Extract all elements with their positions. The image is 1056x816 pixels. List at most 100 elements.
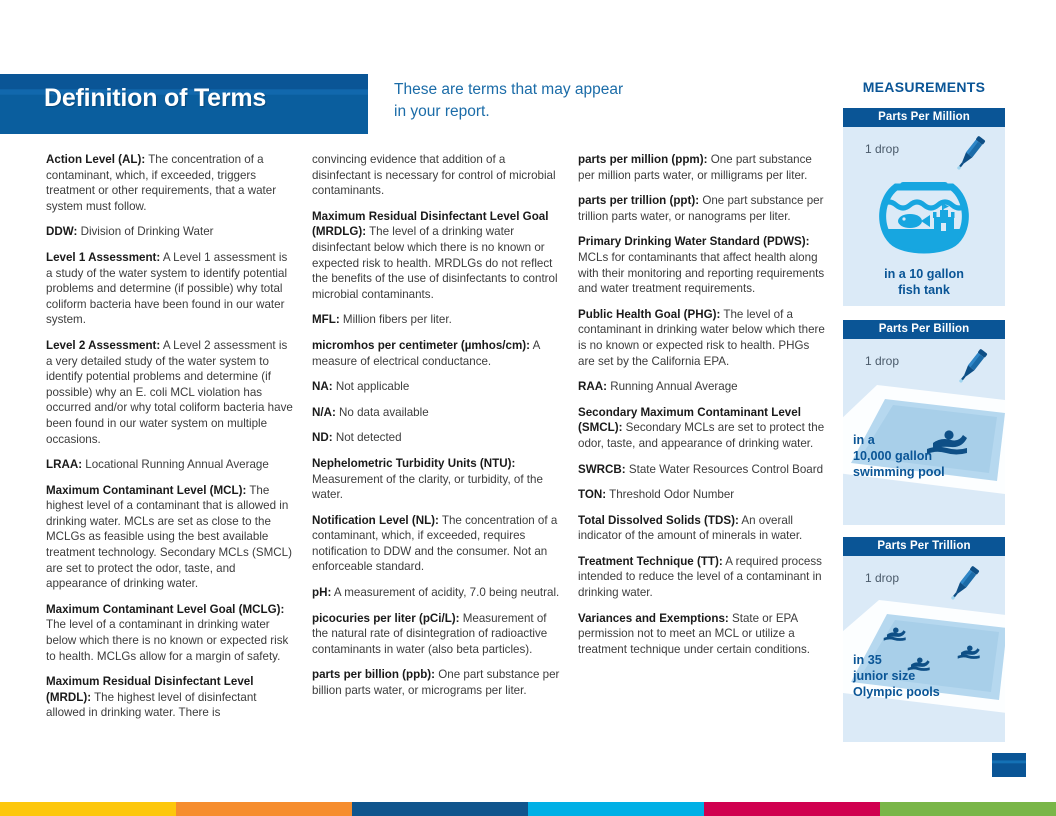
panel-parts-per-million: Parts Per Million 1 drop [843, 108, 1005, 306]
glossary-definition: The level of a contaminant in drinking w… [46, 618, 289, 663]
glossary-definition: MCLs for contaminants that affect health… [578, 250, 825, 296]
glossary-definition: The concentration of a contaminant, whic… [312, 513, 558, 574]
panel-parts-per-trillion: Parts Per Trillion 1 drop [843, 537, 1005, 742]
glossary-definition: The level of a drinking water disinfecta… [312, 225, 558, 301]
glossary-term: pH: [312, 586, 332, 600]
glossary-definition: A Level 1 assessment is a study of the w… [46, 250, 288, 327]
caption-line: in a 10 gallon [884, 267, 964, 281]
glossary-term: parts per million (ppm): [578, 153, 708, 166]
glossary-definition: A Level 2 assessment is a very detailed … [46, 338, 293, 446]
glossary-definition: The concentration of a contaminant, whic… [46, 153, 277, 213]
glossary-term: parts per trillion (ppt): [578, 194, 700, 208]
eyedropper-icon [945, 562, 983, 609]
glossary-term: Maximum Contaminant Level Goal (MCLG): [46, 602, 285, 616]
glossary-term: Maximum Residual Disinfectant Level Goal… [312, 209, 549, 239]
panel-header-parts-per-million: Parts Per Million [843, 108, 1005, 127]
glossary-definition: One part substance per million parts wat… [578, 153, 812, 182]
caption-line: fish tank [898, 283, 950, 297]
glossary-term: MFL: [312, 313, 340, 327]
glossary-entry: NA: Not applicable [312, 379, 560, 395]
glossary-entry: N/A: No data available [312, 405, 560, 421]
color-bar-segment-6 [880, 802, 1056, 816]
glossary-term: Total Dissolved Solids (TDS): [578, 513, 739, 527]
glossary-term: DDW: [46, 225, 78, 239]
glossary-entry: DDW: Division of Drinking Water [46, 224, 294, 240]
glossary-definition: Threshold Odor Number [606, 488, 735, 502]
fish-tank-icon [874, 171, 974, 262]
glossary-term: parts per billion (ppb): [312, 668, 436, 682]
color-bar-segment-3 [352, 802, 528, 816]
glossary-term: Variances and Exemptions: [578, 611, 729, 625]
glossary-term: NA: [312, 380, 333, 394]
panel-header-parts-per-billion: Parts Per Billion [843, 320, 1005, 339]
glossary-column-1: Action Level (AL): The concentration of … [46, 152, 294, 721]
glossary-entry: parts per billion (ppb): One part substa… [312, 667, 560, 698]
glossary-column-2: convincing evidence that addition of a d… [312, 152, 560, 699]
glossary-entry: Public Health Goal (PHG): The level of a… [578, 307, 826, 369]
glossary-term: picocuries per liter (pCi/L): [312, 611, 460, 625]
eyedropper-icon [953, 345, 991, 392]
glossary-entry: Action Level (AL): The concentration of … [46, 152, 294, 214]
glossary-term: ND: [312, 431, 333, 445]
glossary-definition: One part substance per billion parts wat… [312, 668, 560, 698]
caption-line: 10,000 gallon [853, 449, 933, 463]
glossary-term: RAA: [578, 380, 607, 394]
glossary-definition: Locational Running Annual Average [82, 458, 269, 472]
glossary-definition: An overall indicator of the amount of mi… [578, 513, 803, 543]
glossary-definition: A measurement of acidity, 7.0 being neut… [331, 586, 560, 600]
glossary-definition: Secondary MCLs are set to protect the od… [578, 421, 825, 450]
glossary-entry: Maximum Contaminant Level Goal (MCLG): T… [46, 602, 294, 664]
glossary-entry: pH: A measurement of acidity, 7.0 being … [312, 585, 560, 601]
caption-parts-per-million: in a 10 gallon fish tank [843, 266, 1005, 298]
glossary-entry: SWRCB: State Water Resources Control Boa… [578, 462, 826, 478]
glossary-entry: Level 2 Assessment: A Level 2 assessment… [46, 338, 294, 447]
glossary-continued-text: convincing evidence that addition of a d… [312, 153, 556, 198]
glossary-definition: Measurement of the natural rate of disin… [312, 611, 548, 656]
measurements-heading: MEASUREMENTS [862, 79, 986, 95]
glossary-entry: parts per million (ppm): One part substa… [578, 152, 826, 183]
page-number-badge [992, 753, 1026, 777]
glossary-term: TON: [578, 488, 607, 502]
glossary-entry: Level 1 Assessment: A Level 1 assessment… [46, 250, 294, 328]
glossary-entry: parts per trillion (ppt): One part subst… [578, 193, 826, 224]
glossary-definition: The level of a contaminant in drinking w… [578, 307, 825, 368]
eyedropper-icon [951, 132, 989, 179]
glossary-term: Secondary Maximum Contaminant Level (SMC… [578, 405, 801, 435]
glossary-definition: A measure of electrical conductance. [312, 338, 540, 368]
glossary-entry: Maximum Contaminant Level (MCL): The hig… [46, 483, 294, 592]
glossary-definition: Million fibers per liter. [339, 313, 452, 327]
glossary-entry: RAA: Running Annual Average [578, 379, 826, 395]
glossary-term: Nephelometric Turbidity Units (NTU): [312, 456, 516, 470]
glossary-term: Level 2 Assessment: [46, 338, 161, 352]
panel-body-parts-per-trillion: 1 drop [843, 556, 1005, 742]
glossary-entry: Treatment Technique (TT): A required pro… [578, 554, 826, 601]
glossary-definition: Not detected [332, 431, 402, 445]
caption-line: junior size [853, 669, 916, 683]
glossary-term: Public Health Goal (PHG): [578, 307, 721, 321]
glossary-entry: Secondary Maximum Contaminant Level (SMC… [578, 405, 826, 452]
glossary-definition: Not applicable [332, 380, 410, 394]
drop-label-ppt: 1 drop [865, 571, 900, 585]
glossary-entry: Maximum Residual Disinfectant Level (MRD… [46, 674, 294, 721]
caption-line: Olympic pools [853, 685, 940, 699]
caption-parts-per-trillion: in 35 junior size Olympic pools [853, 652, 940, 700]
glossary-definition: A required process intended to reduce th… [578, 554, 822, 600]
bottom-color-bar [0, 802, 1056, 816]
page-title: Definition of Terms [44, 84, 267, 112]
glossary-entry: Primary Drinking Water Standard (PDWS): … [578, 234, 826, 296]
glossary-definition: Division of Drinking Water [77, 225, 214, 239]
glossary-definition: The highest level of disinfectant allowe… [46, 690, 257, 720]
glossary-entry: Maximum Residual Disinfectant Level Goal… [312, 209, 560, 303]
glossary-term: N/A: [312, 405, 336, 419]
glossary-term: Level 1 Assessment: [46, 250, 161, 264]
glossary-definition: State Water Resources Control Board [625, 462, 824, 476]
color-bar-segment-5 [704, 802, 880, 816]
color-bar-segment-2 [176, 802, 352, 816]
caption-line: in 35 [853, 653, 882, 667]
color-bar-segment-4 [528, 802, 704, 816]
glossary-term: Maximum Contaminant Level (MCL): [46, 483, 247, 497]
caption-parts-per-billion: in a 10,000 gallon swimming pool [853, 432, 945, 480]
glossary-definition: The highest level of a contaminant that … [46, 483, 292, 591]
caption-line: swimming pool [853, 465, 945, 479]
glossary-entry: picocuries per liter (pCi/L): Measuremen… [312, 611, 560, 658]
